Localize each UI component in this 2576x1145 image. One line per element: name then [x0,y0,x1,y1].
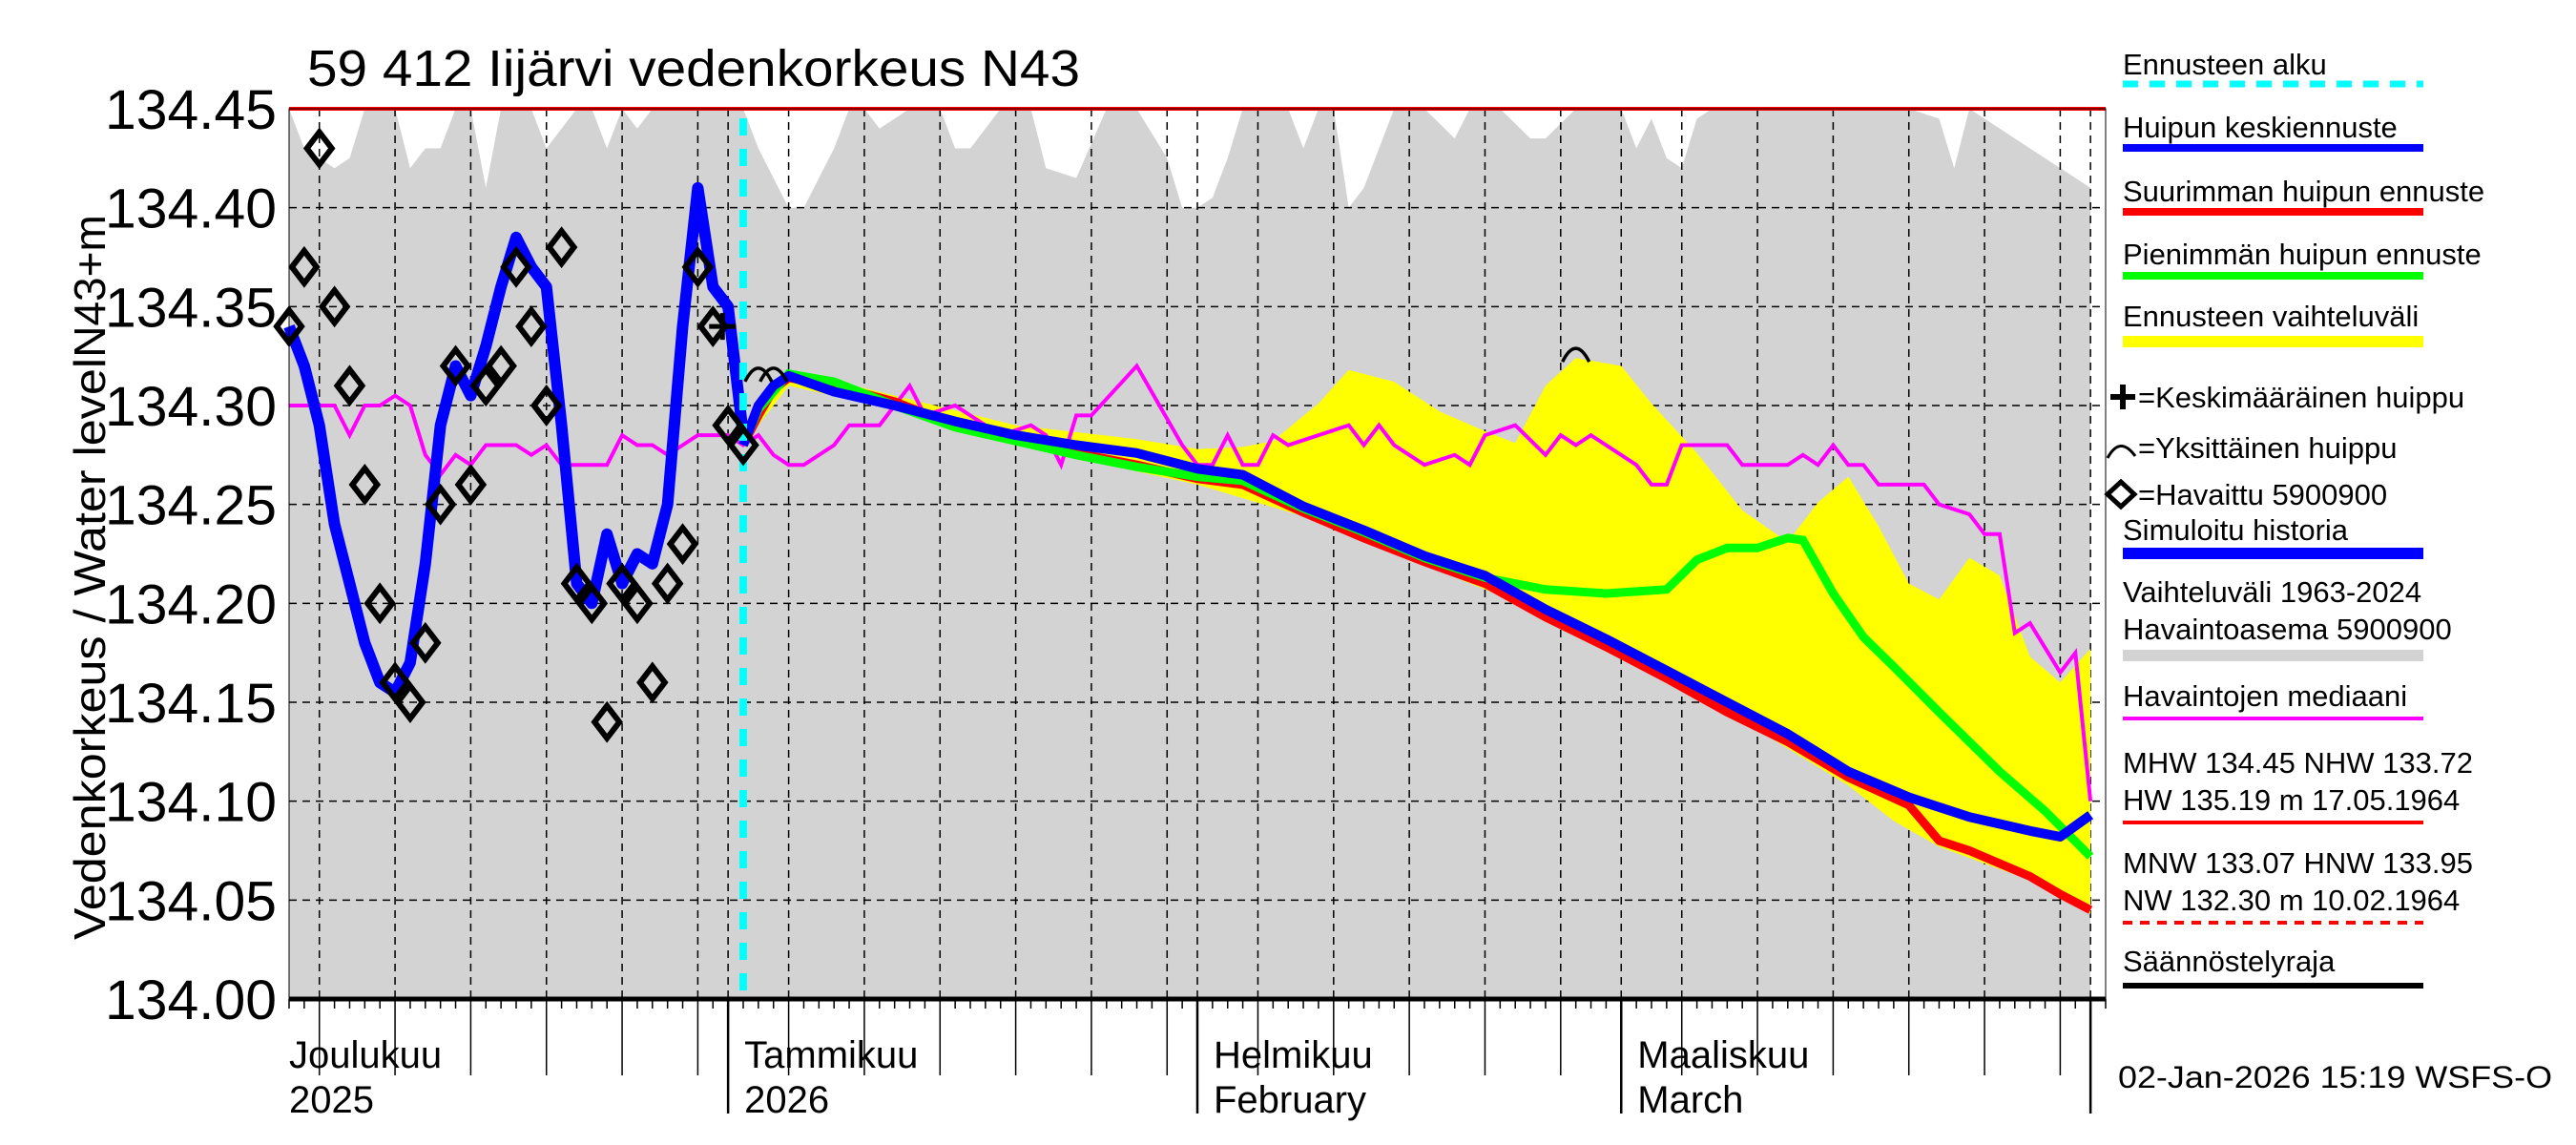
legend-forecast-start: Ennusteen alku [2123,48,2327,81]
observed-point [348,463,382,506]
observed-point [606,562,638,605]
legend-low-1: MNW 133.07 HNW 133.95 [2123,846,2473,880]
observed-point [681,245,715,288]
observed-point [727,424,759,467]
legend-simulated-history: Simuloitu historia [2123,513,2349,547]
observed-point [379,661,411,704]
legend-mean-forecast: Huipun keskiennuste [2123,111,2398,144]
observed-point [424,483,457,526]
y-tick-label: 134.25 [105,475,277,537]
mean-forecast-line [738,370,2094,842]
observed-point [318,285,351,328]
x-month-label: Joulukuu [289,1034,442,1076]
observed-point [575,582,609,625]
observed-point [273,305,305,348]
observed-point [394,681,426,723]
legend-observed: =Havaittu 5900900 [2138,478,2387,511]
observed-point [636,661,669,704]
diamond-icon [2104,478,2138,510]
observed-point [500,245,532,288]
timestamp: 02-Jan-2026 15:19 WSFS-O [2118,1060,2552,1094]
legend-high-2: HW 135.19 m 17.05.1964 [2123,783,2460,817]
observed-point [409,621,442,664]
x-year-label: 2026 [744,1079,829,1121]
observed-point [454,463,488,506]
single-peak-marker [758,366,789,383]
simulated-history-line [283,181,749,698]
observed-point [333,364,366,407]
observed-point [485,344,517,387]
y-tick-label: 134.20 [105,573,277,635]
y-axis-label: Vedenkorkeus / Water level [65,358,114,940]
y-tick-label: 134.30 [105,376,277,438]
observed-point [530,385,563,427]
observed-point [545,226,578,269]
legend-max-forecast: Suurimman huipun ennuste [2123,175,2484,208]
legend-high-1: MHW 134.45 NHW 133.72 [2123,746,2473,780]
plus-icon [2110,385,2135,409]
observed-point [288,245,321,288]
legend-regulation: Säännöstelyraja [2123,945,2336,978]
forecast-range-band [743,358,2091,914]
legend-median: Havaintojen mediaani [2123,679,2407,713]
x-year-label: 2025 [289,1079,374,1121]
y-tick-labels: 134.00 134.05 134.10 134.15 134.20 134.25 134.… [105,79,277,1031]
y-tick-label: 134.10 [105,772,277,834]
plot-area [273,107,2107,1114]
y-tick-label: 134.40 [105,178,277,240]
observed-point [712,404,744,447]
x-month-label: Tammikuu [744,1034,918,1076]
legend-mean-peak: =Keskimääräinen huippu [2138,381,2464,414]
chart-title: 59 412 Iijärvi vedenkorkeus N43 [307,40,1080,97]
y-tick-label: 134.05 [105,870,277,932]
y-axis-unit: N43+m [65,215,114,358]
y-tick-label: 134.45 [105,79,277,141]
observed-point [560,562,593,605]
legend-single-peak: =Yksittäinen huippu [2138,431,2397,465]
y-tick-label: 134.15 [105,673,277,735]
y-tick-label: 134.35 [105,277,277,339]
x-year-label: March [1637,1079,1743,1121]
mean-peak-marker [709,313,737,341]
observed-point [666,523,699,566]
single-peak-marker [743,366,774,383]
legend-low-2: NW 132.30 m 10.02.1964 [2123,884,2460,917]
observed-point [469,364,503,407]
arc-icon [2106,445,2137,459]
observed-point [302,127,336,170]
legend-history-range-1: Vaihteluväli 1963-2024 [2123,575,2421,609]
x-month-label: Helmikuu [1214,1034,1373,1076]
y-tick-label: 134.00 [105,969,277,1031]
single-peak-marker [1561,346,1591,363]
legend-history-range-2: Havaintoasema 5900900 [2123,613,2452,646]
observed-point [439,344,472,387]
observed-point [515,305,548,348]
observed-point [651,562,684,605]
observed-point [364,582,396,625]
observed-point [591,700,623,743]
legend-forecast-range: Ennusteen vaihteluväli [2123,300,2419,333]
observed-point [621,582,654,625]
min-forecast-line [738,368,2094,860]
legend-min-forecast: Pienimmän huipun ennuste [2123,238,2482,271]
x-year-label: February [1214,1079,1366,1121]
x-month-label: Maaliskuu [1637,1034,1809,1076]
legend: Ennusteen alku Huipun keskiennuste Suuri… [2104,48,2484,989]
